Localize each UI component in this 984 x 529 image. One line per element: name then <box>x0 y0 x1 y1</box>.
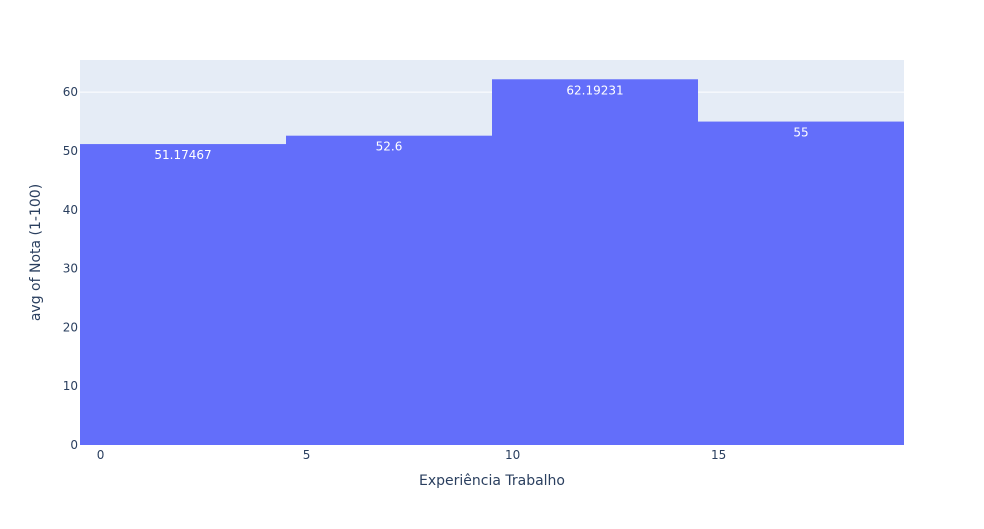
bar-value-label: 51.17467 <box>154 148 211 162</box>
x-tick-label: 5 <box>303 448 311 462</box>
bar-labels: 51.17467 52.6 62.19231 55 <box>154 83 808 162</box>
bars <box>80 79 904 446</box>
y-axis-title: avg of Nota (1-100) <box>28 184 44 321</box>
bar-value-label: 55 <box>793 126 808 140</box>
x-axis-ticks: 0 5 10 15 <box>97 448 726 462</box>
x-tick-label: 0 <box>97 448 105 462</box>
x-tick-label: 10 <box>505 448 520 462</box>
y-tick-label: 0 <box>70 438 78 452</box>
bar-value-label: 52.6 <box>376 140 403 154</box>
bar[interactable] <box>286 135 492 446</box>
bar[interactable] <box>492 79 698 445</box>
bar[interactable] <box>80 144 286 445</box>
bar-value-label: 62.19231 <box>566 83 623 97</box>
x-tick-label: 15 <box>711 448 726 462</box>
y-tick-label: 50 <box>63 144 78 158</box>
x-axis-title: Experiência Trabalho <box>419 473 565 489</box>
y-tick-label: 30 <box>63 262 78 276</box>
y-tick-label: 40 <box>63 203 78 217</box>
y-axis-ticks: 0 10 20 30 40 50 60 <box>63 85 78 452</box>
y-tick-label: 60 <box>63 85 78 99</box>
bar[interactable] <box>698 121 904 445</box>
y-tick-label: 20 <box>63 320 78 334</box>
y-tick-label: 10 <box>63 379 78 393</box>
